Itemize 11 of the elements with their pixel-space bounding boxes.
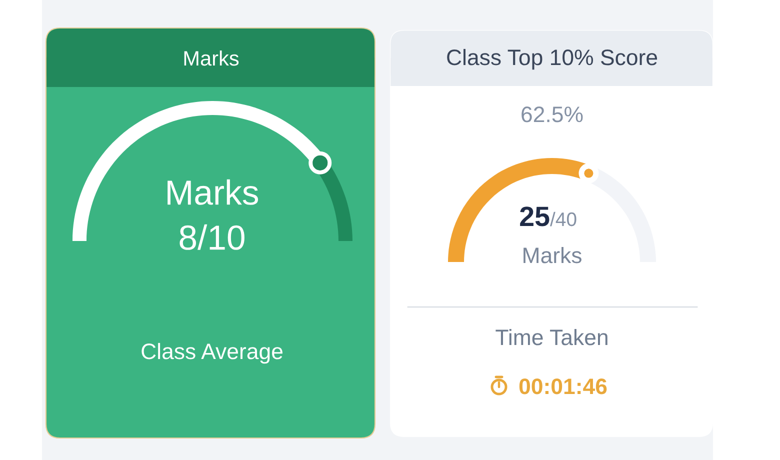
chart-title: Class Top 10% Score [447,48,658,70]
text: Marks [524,246,582,264]
text: 62.5% [522,106,583,122]
text: 00:01:46 [519,378,607,394]
chart-title: Marks [184,50,239,66]
text: Marks [168,179,258,205]
text: 25 [520,206,550,226]
text: Class Average [142,342,282,364]
text: /40 [550,212,576,226]
text: Time Taken [496,328,608,346]
text: 8/10 [180,224,244,250]
